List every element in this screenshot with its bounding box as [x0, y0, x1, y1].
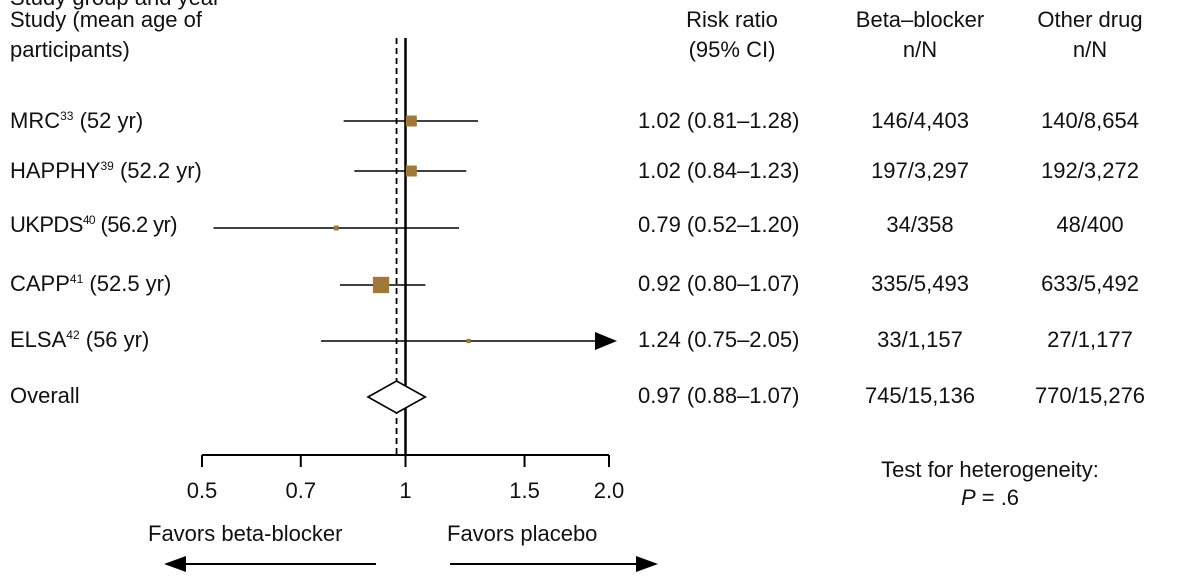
point-estimate-capp [372, 276, 390, 294]
rr-value-overall: 0.97 (0.88–1.07) [638, 383, 800, 408]
point-estimate-elsa [466, 338, 471, 344]
rr-value-mrc: 1.02 (0.81–1.28) [638, 108, 800, 133]
x-tick-label-1.5: 1.5 [509, 478, 540, 503]
bb-value-elsa: 33/1,157 [877, 327, 963, 352]
bb-value-happhy: 197/3,297 [871, 158, 969, 183]
od-col-header-line1: Other drug [1037, 7, 1143, 32]
rr-col-header-line2: (95% CI) [688, 37, 776, 62]
point-estimate-ukpds [333, 225, 339, 231]
study-label-mrc: MRC33 (52 yr) [10, 107, 148, 135]
study-label-ukpds: UKPDS40 (56.2 yr) [10, 211, 181, 239]
favors-placebo-label: Favors placebo [447, 521, 598, 546]
od-value-elsa: 27/1,177 [1047, 327, 1133, 352]
rr-value-happhy: 1.02 (0.84–1.23) [638, 158, 800, 183]
bb-value-mrc: 146/4,403 [871, 108, 969, 133]
favors-beta-blocker-label: Favors beta-blocker [148, 521, 343, 546]
od-value-happhy: 192/3,272 [1041, 158, 1139, 183]
x-tick-label-1: 1 [399, 478, 411, 503]
study-label-capp: CAPP41 (52.5 yr) [10, 270, 176, 298]
point-estimate-happhy [405, 165, 417, 177]
ci-arrow-elsa [595, 332, 617, 350]
heterogeneity-label: Test for heterogeneity: [881, 457, 1099, 482]
bb-value-capp: 335/5,493 [871, 271, 969, 296]
favors-placebo-arrow-head [636, 556, 658, 572]
cropped-title: Study group and year [10, 0, 220, 12]
od-value-mrc: 140/8,654 [1041, 108, 1139, 133]
bb-col-header-line1: Beta–blocker [855, 7, 985, 32]
od-value-ukpds: 48/400 [1056, 212, 1124, 237]
heterogeneity-p-value: P = .6 [960, 485, 1020, 510]
rr-value-capp: 0.92 (0.80–1.07) [638, 271, 800, 296]
x-tick-label-0.7: 0.7 [285, 478, 316, 503]
rr-value-ukpds: 0.79 (0.52–1.20) [638, 212, 800, 237]
study-col-header-line2: participants) [10, 37, 130, 62]
point-estimate-mrc [405, 115, 417, 127]
bb-col-header-line2: n/N [902, 37, 938, 62]
od-col-header-line2: n/N [1072, 37, 1108, 62]
study-label-happhy: HAPPHY39 (52.2 yr) [10, 157, 206, 185]
study-label-elsa: ELSA42 (56 yr) [10, 326, 154, 354]
rr-value-elsa: 1.24 (0.75–2.05) [638, 327, 800, 352]
od-value-overall: 770/15,276 [1034, 383, 1146, 408]
x-tick-label-2.0: 2.0 [594, 478, 625, 503]
overall-diamond [366, 380, 428, 414]
study-col-header-line1: Study (mean age of [10, 7, 203, 32]
x-tick-label-0.5: 0.5 [187, 478, 218, 503]
rr-col-header-line1: Risk ratio [686, 7, 778, 32]
bb-value-ukpds: 34/358 [886, 212, 954, 237]
study-label-overall: Overall [10, 383, 80, 408]
od-value-capp: 633/5,492 [1041, 271, 1139, 296]
bb-value-overall: 745/15,136 [864, 383, 976, 408]
favors-beta-blocker-arrow-head [164, 556, 186, 572]
